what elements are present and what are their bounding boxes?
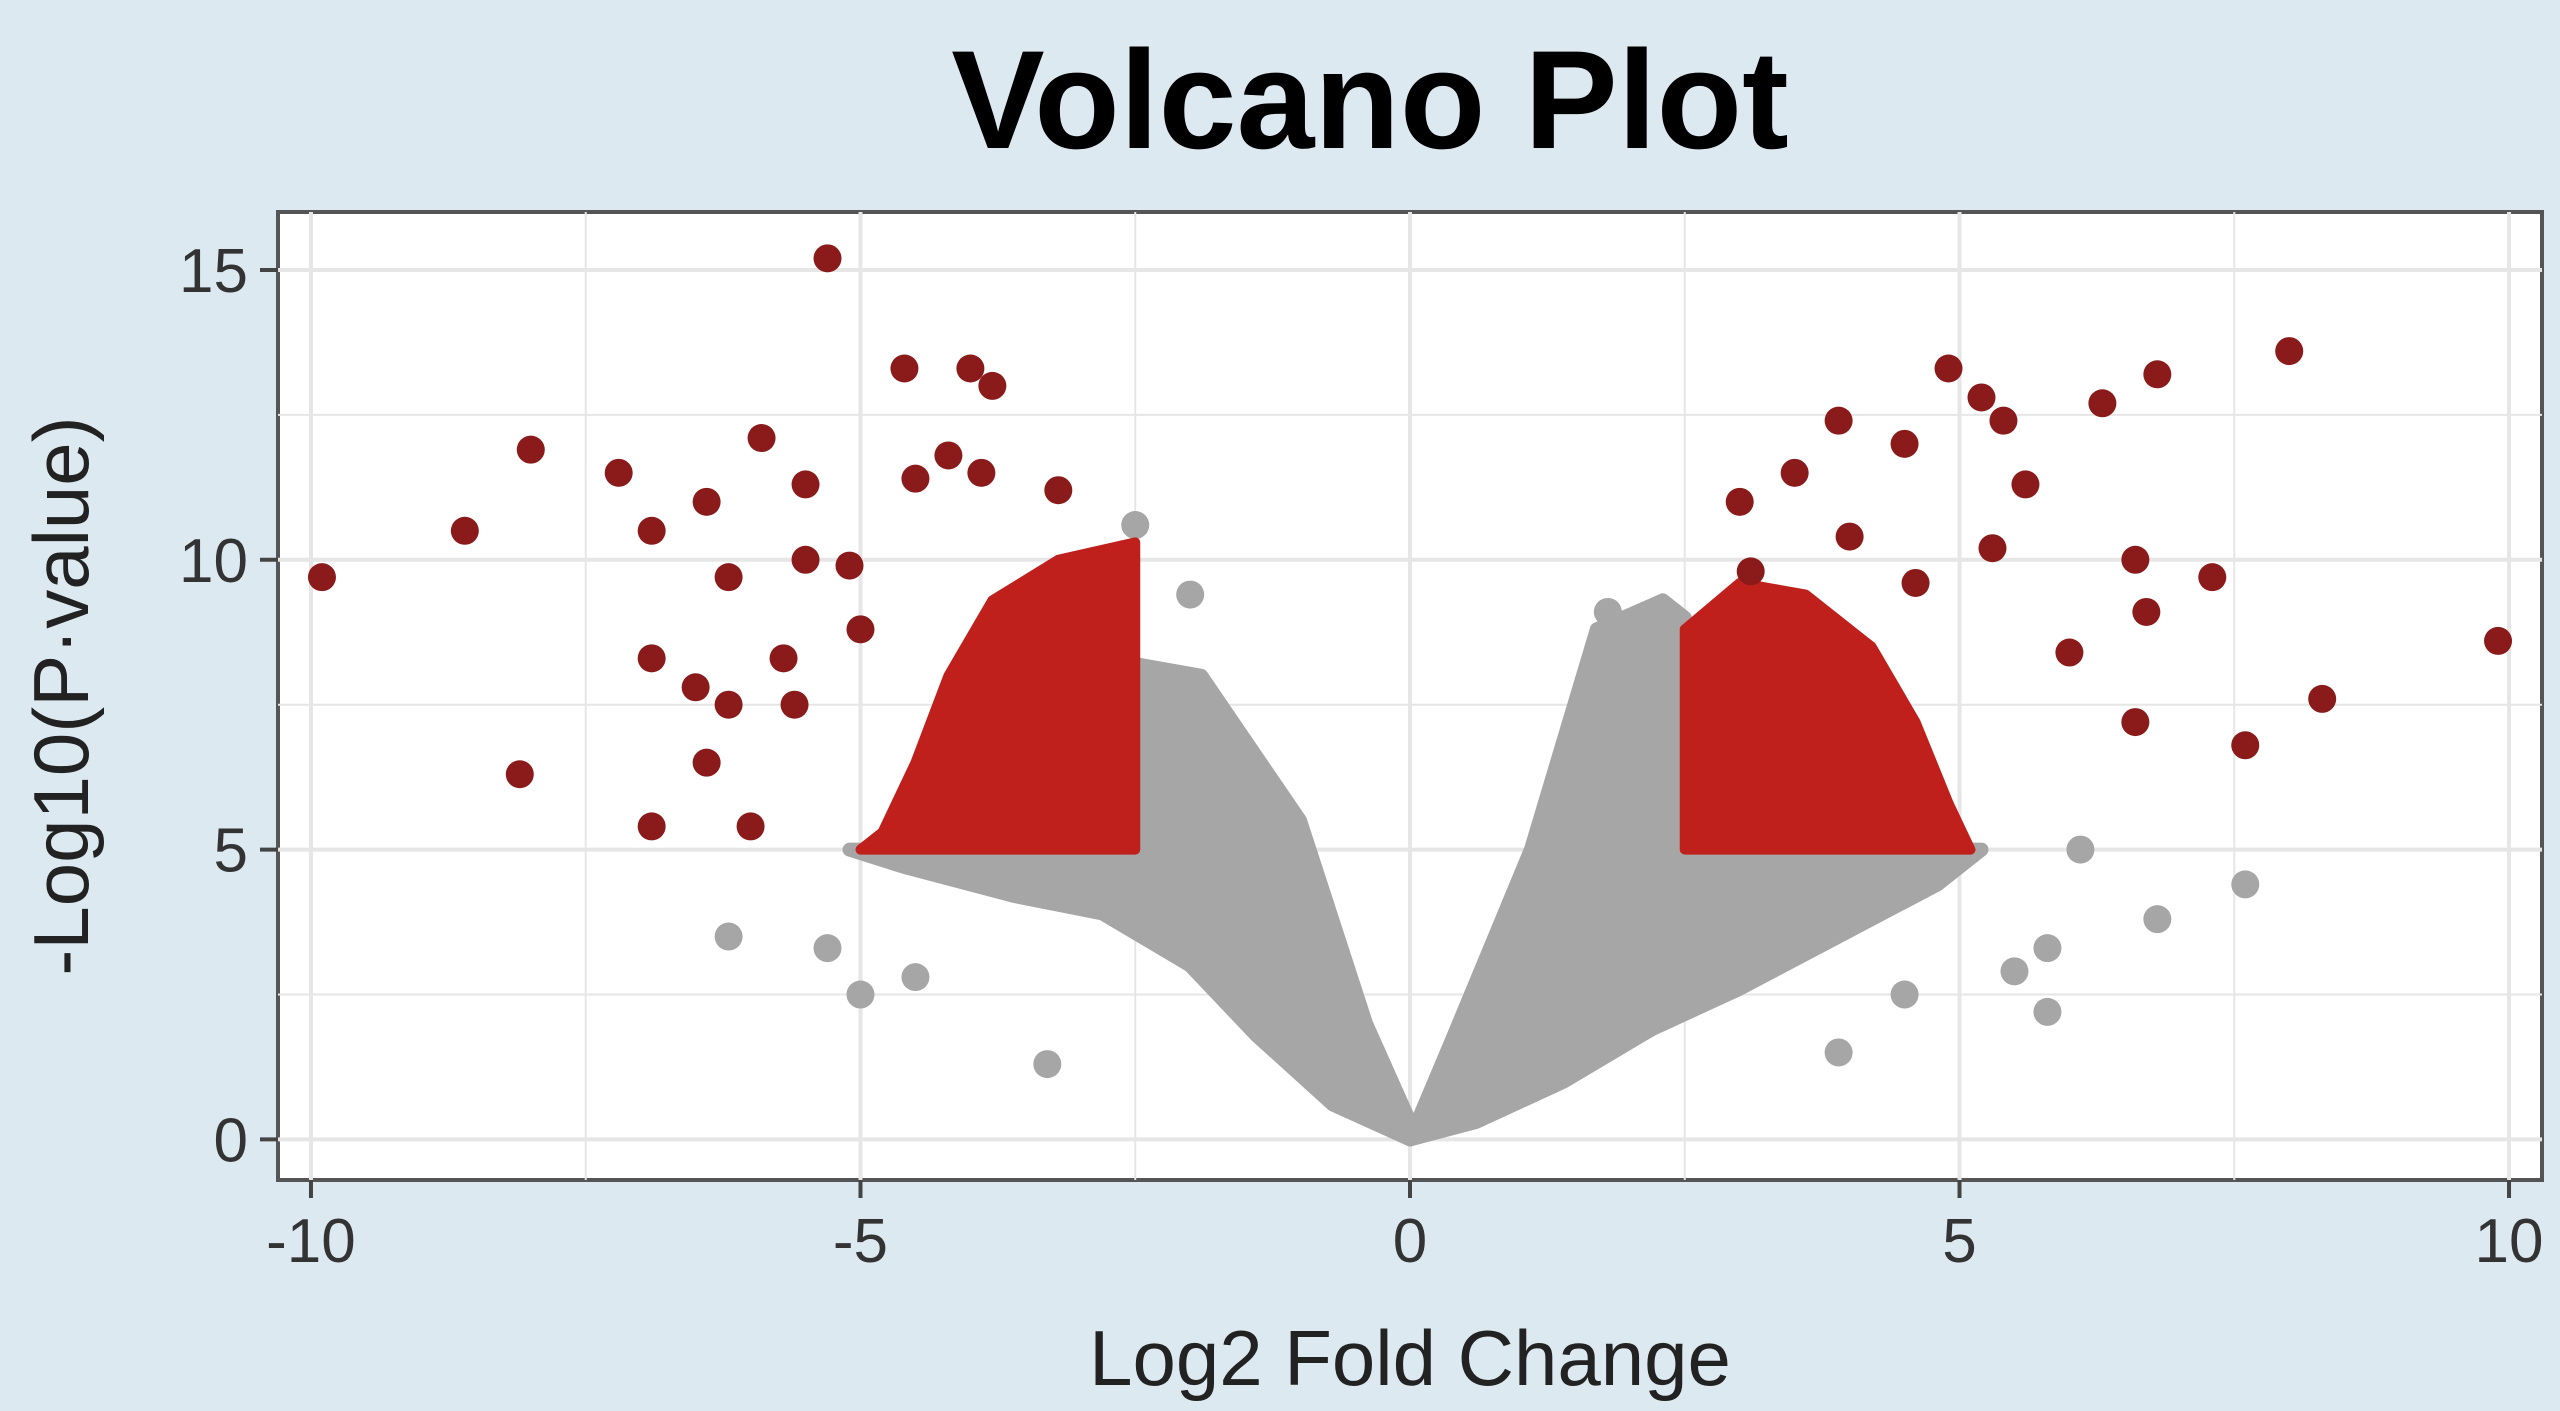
significant-point	[890, 354, 919, 383]
x-tick-label: -10	[266, 1207, 356, 1276]
significant-point	[681, 673, 710, 702]
significant-point	[1835, 522, 1864, 551]
y-tick-label: 0	[214, 1106, 248, 1175]
x-tick-label: 5	[1942, 1207, 1976, 1276]
significant-point	[2011, 470, 2040, 499]
non-significant-point	[2000, 957, 2029, 986]
significant-point	[1780, 458, 1809, 487]
non-significant-point	[2033, 934, 2062, 963]
significant-point	[2484, 626, 2513, 655]
non-significant-point	[1176, 580, 1205, 609]
significant-point	[1967, 383, 1996, 412]
significant-point	[692, 748, 721, 777]
significant-point	[2275, 337, 2304, 366]
non-significant-points	[714, 511, 2260, 1079]
non-significant-point	[714, 922, 743, 951]
significant-point	[637, 812, 666, 841]
non-significant-point	[1593, 597, 1622, 626]
significant-point	[769, 644, 798, 673]
significant-point	[1978, 534, 2007, 563]
significant-point	[1890, 429, 1919, 458]
significant-point	[2132, 597, 2161, 626]
significant-point	[307, 563, 336, 592]
x-tick-label: -5	[833, 1207, 888, 1276]
left-nonsig-cloud	[842, 657, 1417, 1147]
y-tick-label: 5	[214, 817, 248, 886]
significant-point	[1901, 568, 1930, 597]
non-significant-point	[1890, 980, 1919, 1009]
significant-point	[505, 760, 534, 789]
non-significant-point	[901, 963, 930, 992]
significant-point	[978, 371, 1007, 400]
significant-point	[1044, 476, 1073, 505]
non-significant-point	[2143, 905, 2172, 934]
significant-point	[736, 812, 765, 841]
axes: -10 -5 0 5 10 0 5 10 15	[179, 237, 2543, 1276]
significant-point	[692, 487, 721, 516]
significant-point	[637, 516, 666, 545]
significant-point	[1934, 354, 1963, 383]
right-significant-region	[1679, 577, 1976, 855]
significant-point	[956, 354, 985, 383]
significant-point	[2231, 731, 2260, 760]
significant-point	[516, 435, 545, 464]
significant-point	[835, 551, 864, 580]
chart-title: Volcano Plot	[951, 21, 1788, 178]
non-significant-point	[813, 934, 842, 963]
significant-point	[791, 470, 820, 499]
non-significant-point	[1121, 511, 1150, 540]
left-significant-region	[855, 537, 1141, 855]
y-axis-label: -Log10(P·value)	[17, 416, 105, 975]
significant-point	[2121, 708, 2150, 737]
non-significant-point	[2066, 835, 2095, 864]
significant-dense-regions	[855, 537, 1976, 855]
non-significant-cloud	[842, 593, 1989, 1147]
non-significant-point	[2231, 870, 2260, 899]
significant-point	[901, 464, 930, 493]
non-significant-point	[956, 858, 985, 887]
significant-point	[2143, 360, 2172, 389]
significant-points	[307, 244, 2513, 841]
significant-point	[934, 441, 963, 470]
non-significant-point	[846, 980, 875, 1009]
significant-point	[2121, 545, 2150, 574]
non-significant-point	[1824, 1038, 1853, 1067]
y-tick-label: 10	[179, 527, 248, 596]
significant-point	[1725, 487, 1754, 516]
significant-point	[450, 516, 479, 545]
significant-point	[2088, 389, 2117, 418]
non-significant-point	[1033, 1050, 1062, 1079]
x-tick-label: 0	[1393, 1207, 1427, 1276]
significant-point	[714, 690, 743, 719]
significant-point	[2055, 638, 2084, 667]
significant-point	[813, 244, 842, 273]
non-significant-point	[2033, 997, 2062, 1026]
significant-point	[2308, 684, 2337, 713]
significant-point	[1989, 406, 2018, 435]
significant-point	[714, 563, 743, 592]
significant-point	[1736, 557, 1765, 586]
significant-point	[780, 690, 809, 719]
significant-point	[791, 545, 820, 574]
significant-point	[846, 615, 875, 644]
significant-point	[637, 644, 666, 673]
x-tick-label: 10	[2475, 1207, 2544, 1276]
significant-point	[967, 458, 996, 487]
significant-point	[1824, 406, 1853, 435]
significant-point	[747, 424, 776, 453]
significant-point	[604, 458, 633, 487]
significant-point	[2198, 563, 2227, 592]
right-nonsig-cloud	[1403, 593, 1989, 1147]
x-axis-label: Log2 Fold Change	[1089, 1314, 1731, 1402]
y-tick-label: 15	[179, 237, 248, 306]
